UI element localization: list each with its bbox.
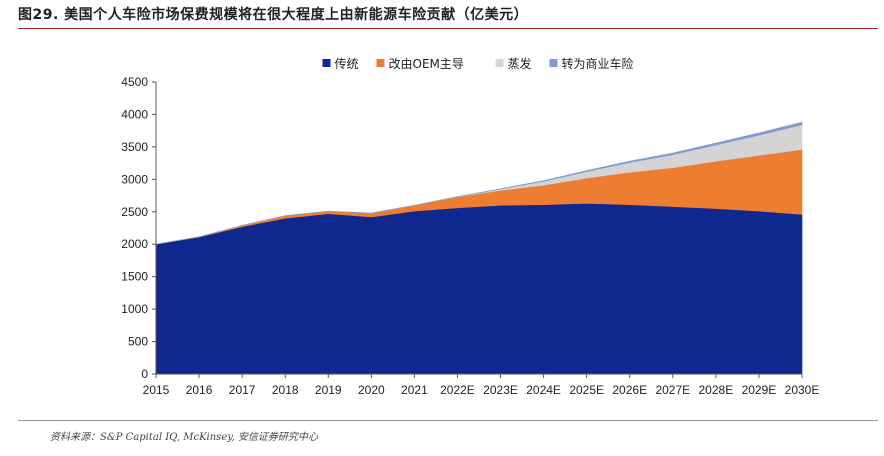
legend-swatch xyxy=(322,59,331,67)
legend-label: 转为商业车险 xyxy=(562,56,634,71)
legend-item-3: 转为商业车险 xyxy=(549,56,634,71)
legend-label: 传统 xyxy=(335,56,359,71)
y-tick-label: 2000 xyxy=(121,237,148,251)
x-tick-label: 2015 xyxy=(143,383,170,397)
area-series-0 xyxy=(155,203,803,375)
legend-swatch xyxy=(549,59,558,67)
legend-swatch xyxy=(376,59,385,67)
area-series-group xyxy=(155,121,803,375)
legend: 传统 改由OEM主导 蒸发 转为商业车险 xyxy=(322,56,634,71)
legend-item-1: 改由OEM主导 xyxy=(376,57,464,71)
x-tick-label: 2021 xyxy=(401,383,428,397)
legend-label: 改由OEM主导 xyxy=(389,57,464,71)
x-tick-label: 2029E xyxy=(742,383,777,397)
x-tick-label: 2025E xyxy=(569,383,604,397)
legend-swatch xyxy=(495,59,504,67)
y-tick-label: 0 xyxy=(141,367,148,381)
title-divider xyxy=(18,28,878,29)
legend-label: 蒸发 xyxy=(508,56,532,71)
x-tick-label: 2027E xyxy=(655,383,690,397)
x-tick-label: 2030E xyxy=(785,383,820,397)
x-tick-label: 2024E xyxy=(526,383,561,397)
x-tick-label: 2026E xyxy=(612,383,647,397)
x-tick-label: 2020 xyxy=(358,383,385,397)
x-tick-label: 2028E xyxy=(699,383,734,397)
axes-group: 0 500 1000 1500 2000 2500 3000 3500 4000 4500 2015… xyxy=(121,75,819,397)
y-tick-label: 1500 xyxy=(121,270,148,284)
source-divider xyxy=(18,420,878,421)
figure-title: 图29. 美国个人车险市场保费规模将在很大程度上由新能源车险贡献（亿美元） xyxy=(18,7,529,23)
source-note: 资料来源：S&P Capital IQ, McKinsey, 安信证券研究中心 xyxy=(50,432,318,443)
x-tick-label: 2018 xyxy=(272,383,299,397)
y-tick-label: 500 xyxy=(128,335,148,349)
x-tick-label: 2022E xyxy=(440,383,475,397)
area-series-3 xyxy=(155,121,803,245)
y-tick-label: 4500 xyxy=(121,75,148,89)
y-tick-label: 2500 xyxy=(121,205,148,219)
legend-item-0: 传统 xyxy=(322,56,359,71)
y-tick-label: 3500 xyxy=(121,140,148,154)
y-tick-label: 4000 xyxy=(121,107,148,121)
y-tick-label: 1000 xyxy=(121,302,148,316)
y-tick-label: 3000 xyxy=(121,172,148,186)
legend-item-2: 蒸发 xyxy=(495,56,532,71)
x-tick-label: 2017 xyxy=(229,383,256,397)
x-tick-label: 2019 xyxy=(315,383,342,397)
x-tick-label: 2023E xyxy=(483,383,518,397)
x-tick-label: 2016 xyxy=(186,383,213,397)
